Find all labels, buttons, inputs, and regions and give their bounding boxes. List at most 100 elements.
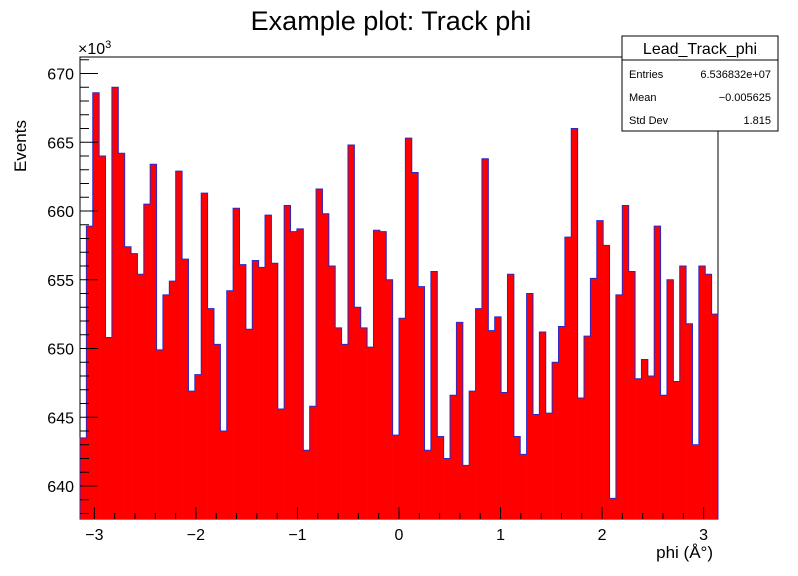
histogram-bar (628, 271, 636, 519)
histogram-bar (341, 344, 349, 519)
stats-stddev-label: Std Dev (629, 115, 669, 127)
histogram-bar (552, 362, 559, 519)
histogram-bar (545, 413, 553, 519)
histogram-bar (603, 245, 610, 519)
stats-mean-value: −0.005625 (719, 92, 771, 104)
histogram-bar (520, 454, 527, 519)
histogram-bar (175, 171, 183, 519)
histogram-bar (258, 267, 266, 519)
histogram-bar (201, 193, 208, 519)
histogram-bar (443, 458, 451, 519)
histogram-bar (105, 337, 113, 519)
histogram-bar (99, 156, 106, 519)
histogram-bar (647, 376, 655, 519)
histogram-bar (481, 158, 489, 519)
histogram-outline (79, 86, 719, 519)
histogram-bar (564, 237, 572, 519)
histogram-bar (367, 347, 374, 519)
histogram-bar (386, 279, 393, 519)
histogram-bar (265, 215, 272, 519)
histogram-bar (539, 332, 547, 519)
histogram-bar (322, 213, 330, 519)
histogram-bar (111, 87, 119, 519)
histogram-bar (526, 293, 534, 519)
histogram-bar (622, 205, 629, 519)
histogram-bar (303, 450, 310, 519)
histogram-bar (488, 330, 495, 519)
histogram-bar (335, 327, 342, 519)
histogram-bar (379, 231, 387, 519)
histogram-bar (194, 374, 202, 519)
stats-box-frame (621, 35, 779, 132)
histogram-bar (456, 322, 464, 519)
histogram-bar (686, 323, 693, 519)
y-tick-label: 650 (47, 342, 74, 359)
histogram-bar (277, 409, 285, 519)
histogram-bar (577, 398, 585, 519)
histogram-bar (284, 205, 291, 519)
x-tick-label: 2 (598, 527, 607, 544)
histogram-bar (590, 278, 598, 519)
chart-title: Example plot: Track phi (251, 6, 532, 36)
histogram-bar (673, 381, 681, 519)
histogram-bar (430, 271, 438, 519)
histogram-bar (309, 406, 317, 519)
histogram-bar (239, 264, 247, 519)
histogram-bar (271, 263, 279, 519)
histogram-bars (80, 87, 719, 520)
histogram-bar (118, 153, 125, 519)
histogram-bar (558, 326, 566, 519)
histogram-bar (86, 226, 94, 519)
histogram-bar (354, 307, 362, 519)
x-tick-label: −2 (187, 527, 205, 544)
histogram-bar (290, 231, 298, 519)
y-axis-label: Events (11, 120, 30, 172)
histogram-bar (609, 498, 617, 520)
x-axis-label: phi (Å°) (656, 543, 713, 562)
histogram-bar (507, 274, 515, 519)
histogram-bar (124, 246, 132, 519)
x-tick-label: −3 (85, 527, 103, 544)
x-tick-label: −1 (288, 527, 306, 544)
histogram-bar (137, 274, 145, 519)
stats-box-title: Lead_Track_phi (643, 41, 757, 58)
histogram-bar (328, 266, 336, 519)
y-tick-label: 645 (47, 410, 74, 427)
histogram-bar (220, 431, 228, 519)
histogram-bar (513, 436, 521, 519)
y-tick-label: 665 (47, 135, 74, 152)
x-tick-label: 3 (699, 527, 708, 544)
histogram-bar (615, 294, 623, 519)
y-tick-label: 640 (47, 479, 74, 496)
histogram-bar (143, 204, 151, 519)
histogram-bar (80, 437, 87, 519)
histogram-bar (532, 414, 540, 519)
histogram-bar (494, 316, 502, 519)
histogram-bar (462, 465, 470, 519)
histogram-bar (207, 308, 215, 519)
histogram-bar (654, 226, 661, 519)
histogram-bar (169, 281, 176, 519)
histogram-bar (347, 145, 355, 519)
histogram-bar (360, 327, 368, 519)
histogram-bar (698, 266, 706, 519)
histogram-bar (711, 314, 719, 519)
histogram-bar (705, 274, 712, 519)
histogram-bar (418, 286, 425, 519)
histogram-bar (584, 336, 591, 519)
histogram-bar (213, 344, 221, 519)
stats-mean-label: Mean (629, 92, 657, 104)
histogram-bar (399, 318, 406, 519)
y-tick-label: 670 (47, 67, 74, 84)
histogram-bar (450, 395, 457, 519)
y-tick-label: 655 (47, 273, 74, 290)
histogram-bar (131, 253, 138, 519)
histogram-bar (92, 92, 100, 519)
histogram-bar (475, 308, 483, 519)
histogram-bar (405, 138, 413, 519)
y-axis-multiplier: ×103 (78, 39, 111, 58)
histogram-bar (156, 349, 164, 519)
histogram-bar (571, 128, 578, 519)
histogram-bar (316, 189, 323, 519)
